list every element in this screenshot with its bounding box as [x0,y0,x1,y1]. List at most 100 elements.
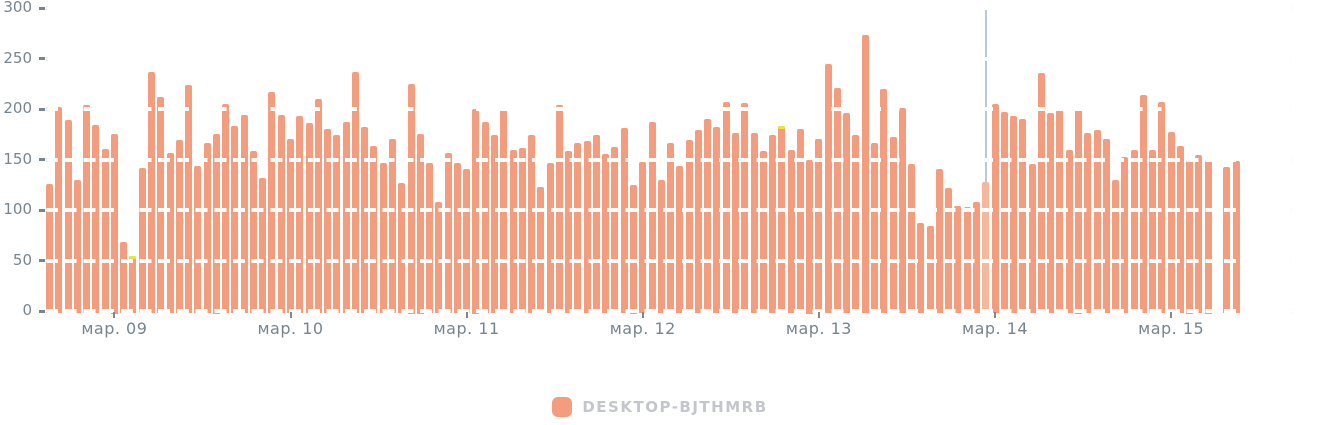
bar[interactable] [1158,101,1166,314]
bar[interactable] [453,162,461,314]
bar[interactable] [138,167,146,314]
bar[interactable] [46,183,53,314]
bar[interactable] [1019,119,1027,314]
bar[interactable] [565,151,573,314]
bar[interactable] [1000,112,1008,314]
bar[interactable] [759,151,767,314]
bar[interactable] [1037,72,1045,314]
bar[interactable] [240,115,248,314]
bar[interactable] [1028,163,1036,314]
bar[interactable] [861,35,869,314]
bar[interactable] [342,122,350,314]
bar[interactable] [592,135,600,314]
bar[interactable] [657,179,665,314]
bar[interactable] [722,101,730,314]
bar[interactable] [1102,139,1110,314]
bar[interactable] [1010,116,1018,314]
bar[interactable] [268,91,276,314]
bar[interactable] [917,223,925,314]
bar[interactable] [166,153,174,314]
bar[interactable] [361,127,369,314]
bar[interactable] [1195,155,1203,314]
bar[interactable] [194,165,202,314]
bar[interactable] [120,242,128,314]
bar[interactable] [926,226,934,314]
bar[interactable] [824,63,832,314]
bar[interactable] [463,168,471,314]
bar[interactable] [398,182,406,314]
bar[interactable] [676,165,684,314]
bar[interactable] [935,168,943,314]
bar[interactable] [435,201,443,314]
bar[interactable] [648,122,656,314]
bar[interactable] [110,134,118,314]
bar[interactable] [101,149,109,314]
bar[interactable] [64,120,72,314]
bar[interactable] [620,128,628,314]
bar[interactable] [426,162,434,314]
bar[interactable] [416,134,424,314]
bar[interactable] [1139,94,1147,314]
bar[interactable] [750,133,758,314]
bar[interactable] [1149,150,1157,314]
bar[interactable] [778,127,786,314]
bar[interactable] [889,137,897,314]
bar[interactable] [490,135,498,314]
bar[interactable] [611,147,619,314]
bar[interactable] [704,119,712,314]
bar[interactable] [583,141,591,314]
bar[interactable] [871,143,879,314]
bar[interactable] [528,135,536,314]
bar[interactable] [333,135,341,314]
bar[interactable] [1223,166,1231,314]
bar[interactable] [537,186,545,314]
bar[interactable] [639,161,647,314]
bar[interactable] [574,143,582,314]
bar[interactable] [277,115,285,314]
bar[interactable] [1065,150,1073,314]
bar[interactable] [351,71,359,314]
bar[interactable] [667,143,675,314]
bar[interactable] [685,140,693,314]
bar[interactable] [147,71,155,314]
bar[interactable] [833,87,841,314]
bar[interactable] [287,139,295,314]
bar[interactable] [481,122,489,314]
bar[interactable] [908,163,916,314]
bar[interactable] [787,150,795,314]
bar[interactable] [694,130,702,314]
bar[interactable] [945,187,953,314]
bar[interactable] [444,153,452,314]
bar[interactable] [1047,113,1055,314]
bar[interactable] [1084,133,1092,314]
bar[interactable] [407,83,415,314]
bar[interactable] [296,116,304,314]
bar[interactable] [379,162,387,314]
bar[interactable] [1093,130,1101,314]
bar[interactable] [509,150,517,314]
legend-item[interactable]: DESKTOP-BJTHMRB [552,397,767,417]
bar[interactable] [231,126,239,314]
bar[interactable] [324,129,332,314]
bar[interactable] [314,98,322,314]
bar[interactable] [73,179,81,314]
bar[interactable] [92,125,100,314]
bar[interactable] [546,162,554,314]
bar[interactable] [1176,146,1184,314]
bar[interactable] [602,154,610,314]
bar[interactable] [852,135,860,314]
bar[interactable] [731,133,739,314]
bar[interactable] [880,88,888,314]
bar[interactable] [630,184,637,314]
bar-highlighted[interactable] [982,181,990,314]
bar[interactable] [769,135,777,314]
bar[interactable] [305,123,313,314]
bar[interactable] [249,151,257,314]
bar[interactable] [806,159,814,314]
bar[interactable] [129,257,137,314]
bar[interactable] [713,127,721,314]
bar[interactable] [1232,160,1240,314]
bar[interactable] [388,139,396,314]
bar[interactable] [175,140,183,314]
bar[interactable] [157,96,165,314]
